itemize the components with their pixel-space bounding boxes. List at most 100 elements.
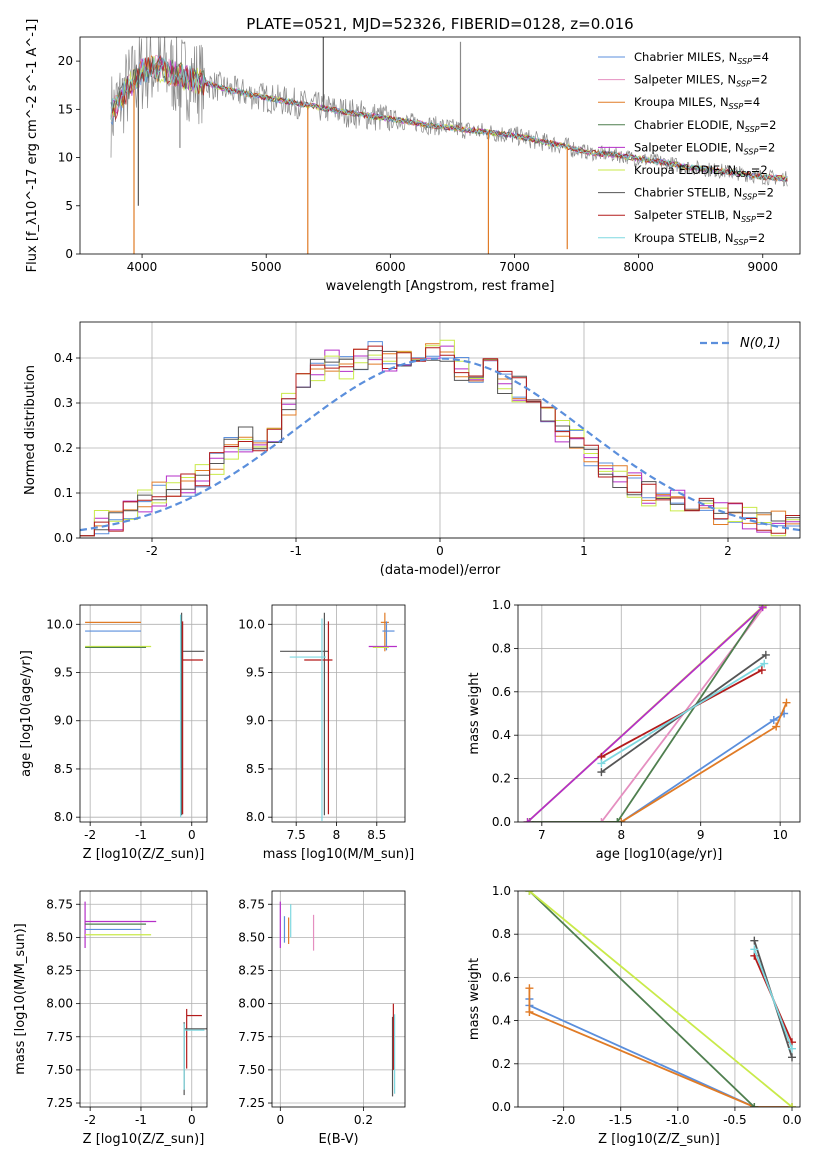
y-tick-label: 1.0	[492, 598, 511, 612]
plot-area-age_vs_mass	[280, 612, 397, 822]
mass-weight-marker	[788, 1053, 797, 1062]
x-tick-label: 0.0	[782, 1113, 801, 1127]
mass-weight-marker	[750, 936, 759, 945]
x-tick-label: -1.0	[666, 1113, 689, 1127]
mass-weight-marker	[523, 818, 532, 822]
error-point	[186, 1008, 202, 1069]
legend-label: Chabrier MILES, NSSP=4	[634, 50, 769, 66]
mass-weight-line	[600, 662, 765, 765]
y-tick-label: 8.00	[238, 997, 265, 1011]
x-tick-label: 7000	[499, 260, 530, 274]
y-tick-label: 0.8	[492, 927, 511, 941]
x-axis-label: (data-model)/error	[380, 563, 501, 578]
y-tick-label: 9.5	[54, 666, 73, 680]
y-tick-label: 0.2	[54, 441, 73, 455]
mass-weight-marker	[613, 818, 622, 822]
mass-weight-marker	[525, 1007, 534, 1016]
error-point	[183, 1023, 205, 1090]
y-tick-label: 7.25	[238, 1096, 265, 1110]
x-tick-label: 8	[617, 828, 625, 842]
y-tick-label: 7.75	[238, 1030, 265, 1044]
mass-weight-marker	[597, 818, 606, 822]
mass-weight-marker	[597, 759, 606, 768]
y-axis-label: mass weight	[467, 672, 482, 754]
x-tick-label: -1.5	[609, 1113, 632, 1127]
y-tick-label: 10.0	[238, 617, 265, 631]
mass-weight-line	[528, 891, 755, 1107]
y-tick-label: 10	[58, 151, 73, 165]
x-tick-label: -1	[135, 1113, 147, 1127]
legend-label: Salpeter ELODIE, NSSP=2	[634, 140, 775, 156]
mass-weight-line	[528, 988, 792, 1107]
error-point	[84, 901, 157, 948]
x-tick-label: 0	[188, 828, 196, 842]
y-tick-label: 9.0	[54, 714, 73, 728]
histogram-step	[80, 345, 800, 537]
y-tick-label: 0.6	[492, 970, 511, 984]
y-tick-label: 10.0	[46, 617, 73, 631]
x-tick-label: -1	[135, 828, 147, 842]
axes-mass_weight_vs_age: 7 8 9 10 0.0 0.2 0.4 0.6 0.8 1.0 age [log10(age/yr…	[467, 598, 801, 862]
error-point	[382, 621, 395, 651]
x-tick-label: 0	[436, 544, 444, 558]
x-tick-label: -2	[84, 828, 96, 842]
histogram-step	[80, 339, 800, 537]
error-point	[380, 612, 389, 652]
axes-frame	[517, 890, 801, 1108]
y-tick-label: 0.4	[54, 351, 73, 365]
axes-frame	[79, 321, 801, 539]
y-tick-label: 8.5	[54, 762, 73, 776]
normal-curve	[80, 357, 800, 532]
x-axis-label: E(B-V)	[318, 1132, 358, 1147]
y-tick-label: 9.5	[246, 666, 265, 680]
y-tick-label: 7.50	[46, 1063, 73, 1077]
axes-residuals: -2 -1 0 1 2 0.0 0.1 0.2 0.3 0.4 (data-model)/error…	[23, 321, 801, 578]
legend-label: Chabrier ELODIE, NSSP=2	[634, 118, 776, 134]
mass-weight-line	[528, 891, 793, 1107]
error-point	[182, 621, 203, 815]
x-tick-label: 4000	[127, 260, 158, 274]
axes-mass_vs_EBV: 0 0.2 7.25 7.50 7.75 8.00 8.25 8.50 8.75 E(B-V)	[238, 890, 406, 1147]
spectrum-model-line	[110, 57, 788, 182]
x-tick-label: 0.2	[354, 1113, 373, 1127]
plot-area-age_vs_Z	[85, 612, 205, 818]
mass-weight-line	[529, 605, 764, 822]
axes-frame	[271, 604, 406, 823]
x-tick-label: 0	[188, 1113, 196, 1127]
y-tick-label: 0.6	[492, 685, 511, 699]
x-tick-label: -2	[146, 544, 158, 558]
mass-weight-line	[526, 606, 764, 822]
axes-frame	[271, 890, 406, 1108]
plot-area-mass_weight_vs_Z	[525, 891, 797, 1107]
axes-frame	[79, 890, 208, 1108]
y-tick-label: 15	[58, 102, 73, 116]
axes-mass_weight_vs_Z: -2.0 -1.5 -1.0 -0.5 0.0 0.0 0.2 0.4 0.6 0.8 1.0 Z […	[467, 884, 802, 1147]
y-tick-label: 8.50	[238, 930, 265, 944]
y-tick-label: 9.0	[246, 714, 265, 728]
y-tick-label: 0.0	[54, 531, 73, 545]
mass-weight-line	[528, 999, 792, 1107]
error-point	[183, 1022, 207, 1096]
y-tick-label: 8.00	[46, 997, 73, 1011]
mass-weight-marker	[525, 984, 534, 993]
y-axis-label: mass weight	[467, 958, 482, 1040]
y-axis-label: Normed distribution	[23, 365, 38, 495]
mass-weight-marker	[525, 891, 534, 895]
axes-frame	[79, 36, 801, 255]
x-axis-label: Z [log10(Z/Z_sun)]	[598, 1132, 720, 1147]
y-tick-label: 0.3	[54, 396, 73, 410]
x-tick-label: 10	[773, 828, 788, 842]
mass-weight-marker	[758, 605, 767, 612]
mass-weight-marker	[772, 722, 781, 731]
mass-weight-marker	[757, 666, 766, 675]
legend-label: Kroupa STELIB, NSSP=2	[634, 231, 765, 247]
x-tick-label: 0	[276, 1113, 284, 1127]
x-tick-label: -1	[290, 544, 302, 558]
plot-area-residuals	[80, 339, 800, 537]
axes-frame	[79, 604, 208, 823]
mass-weight-marker	[769, 716, 778, 725]
legend-label: Chabrier STELIB, NSSP=2	[634, 186, 774, 202]
axes-frame	[517, 604, 801, 823]
mass-weight-marker	[760, 659, 769, 668]
